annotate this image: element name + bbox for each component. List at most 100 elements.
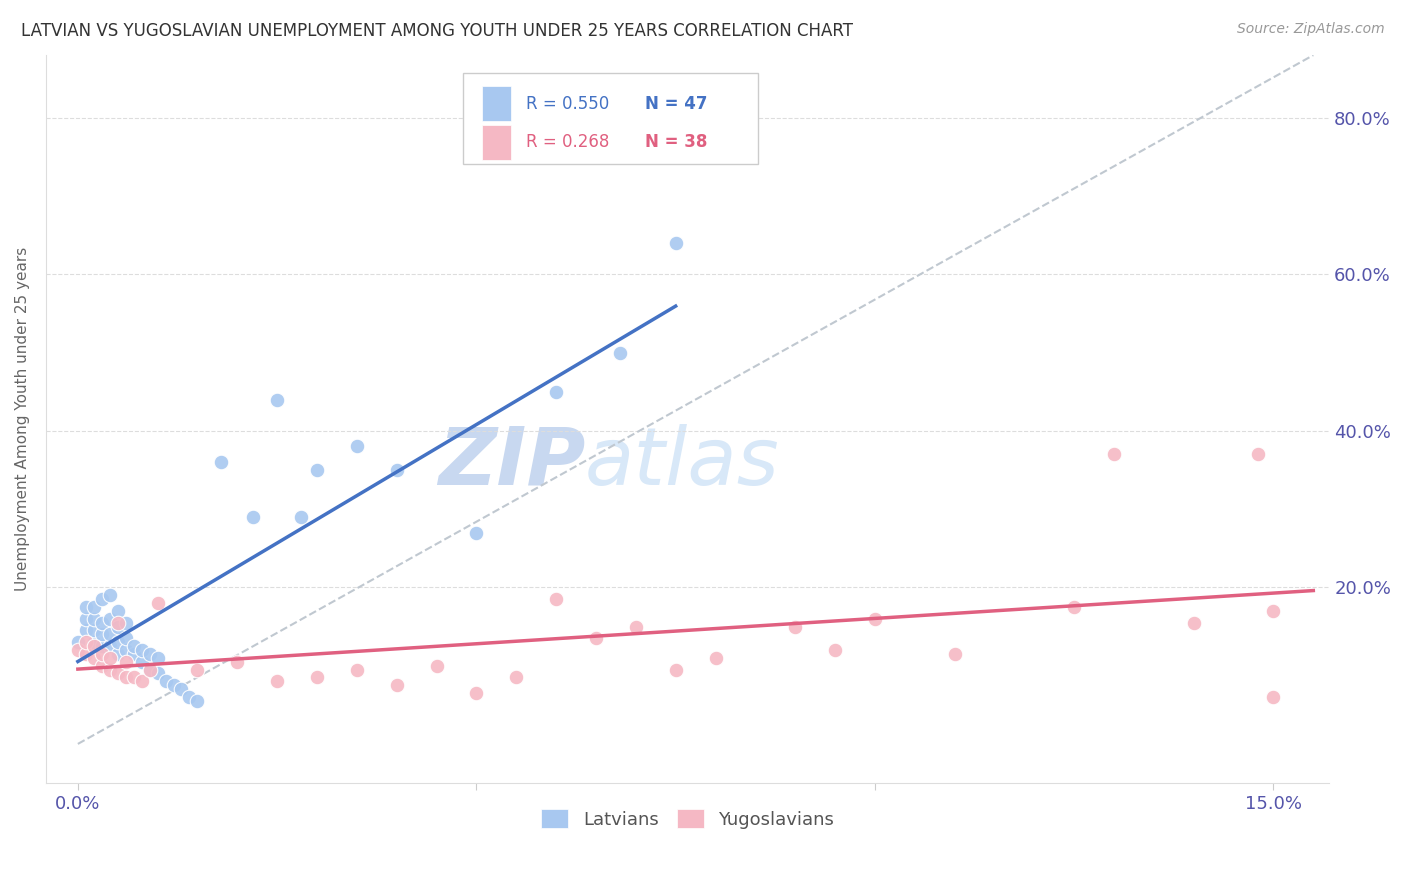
Point [83, 624, 105, 638]
Point [90, 639, 112, 653]
Point [1102, 447, 1125, 461]
Point [186, 663, 208, 677]
Point [209, 455, 232, 469]
Point [138, 663, 160, 677]
Point [114, 670, 136, 684]
Point [122, 647, 145, 661]
Point [1246, 447, 1268, 461]
Point [824, 643, 846, 657]
Point [107, 619, 129, 633]
Point [1182, 615, 1205, 630]
Point [114, 632, 136, 646]
Point [122, 670, 145, 684]
Point [98, 627, 121, 641]
Point [609, 345, 631, 359]
Point [138, 663, 160, 677]
Point [75, 612, 97, 626]
Y-axis label: Unemployment Among Youth under 25 years: Unemployment Among Youth under 25 years [15, 247, 30, 591]
Point [131, 643, 153, 657]
Point [425, 658, 447, 673]
Point [1263, 690, 1285, 704]
Text: N = 38: N = 38 [645, 133, 707, 152]
Point [186, 694, 208, 708]
Point [146, 596, 169, 610]
Point [98, 612, 121, 626]
Point [90, 627, 112, 641]
Text: R = 0.268: R = 0.268 [526, 133, 609, 152]
Point [75, 647, 97, 661]
Point [226, 655, 249, 669]
Point [170, 682, 193, 697]
Point [266, 674, 288, 689]
Point [624, 619, 647, 633]
Point [465, 525, 488, 540]
Point [155, 674, 177, 689]
Point [83, 650, 105, 665]
Point [131, 655, 153, 669]
Point [863, 612, 886, 626]
Point [1263, 604, 1285, 618]
Point [90, 615, 112, 630]
Point [785, 619, 807, 633]
Point [385, 463, 408, 477]
Point [704, 650, 727, 665]
FancyBboxPatch shape [463, 73, 758, 164]
Point [98, 650, 121, 665]
Text: atlas: atlas [585, 424, 780, 502]
Point [75, 635, 97, 649]
Text: ZIP: ZIP [437, 424, 585, 502]
Point [75, 624, 97, 638]
Point [114, 655, 136, 669]
Point [305, 670, 328, 684]
Point [83, 639, 105, 653]
Point [465, 686, 488, 700]
Point [90, 658, 112, 673]
Point [90, 592, 112, 607]
Point [83, 635, 105, 649]
Point [162, 678, 184, 692]
Point [943, 647, 966, 661]
Point [107, 647, 129, 661]
Point [83, 612, 105, 626]
Point [305, 463, 328, 477]
Point [66, 635, 89, 649]
Point [385, 678, 408, 692]
Point [266, 392, 288, 407]
FancyBboxPatch shape [482, 125, 510, 160]
Point [114, 643, 136, 657]
Point [179, 690, 201, 704]
Point [107, 635, 129, 649]
Point [122, 639, 145, 653]
Point [346, 440, 368, 454]
Point [107, 666, 129, 681]
Point [346, 663, 368, 677]
Point [146, 666, 169, 681]
Point [585, 632, 607, 646]
Point [546, 384, 568, 399]
Point [98, 663, 121, 677]
Point [114, 615, 136, 630]
Point [66, 643, 89, 657]
Text: R = 0.550: R = 0.550 [526, 95, 609, 112]
Point [98, 639, 121, 653]
Text: N = 47: N = 47 [645, 95, 707, 112]
Point [1063, 599, 1085, 614]
Point [98, 588, 121, 602]
Point [505, 670, 527, 684]
Point [665, 235, 688, 250]
Point [83, 599, 105, 614]
Legend: Latvians, Yugoslavians: Latvians, Yugoslavians [534, 802, 841, 836]
FancyBboxPatch shape [482, 87, 510, 121]
Point [107, 604, 129, 618]
Point [665, 663, 688, 677]
Point [546, 592, 568, 607]
Point [242, 510, 264, 524]
Point [290, 510, 312, 524]
Point [107, 615, 129, 630]
Text: LATVIAN VS YUGOSLAVIAN UNEMPLOYMENT AMONG YOUTH UNDER 25 YEARS CORRELATION CHART: LATVIAN VS YUGOSLAVIAN UNEMPLOYMENT AMON… [21, 22, 853, 40]
Point [75, 599, 97, 614]
Point [138, 647, 160, 661]
Point [90, 647, 112, 661]
Point [131, 674, 153, 689]
Text: Source: ZipAtlas.com: Source: ZipAtlas.com [1237, 22, 1385, 37]
